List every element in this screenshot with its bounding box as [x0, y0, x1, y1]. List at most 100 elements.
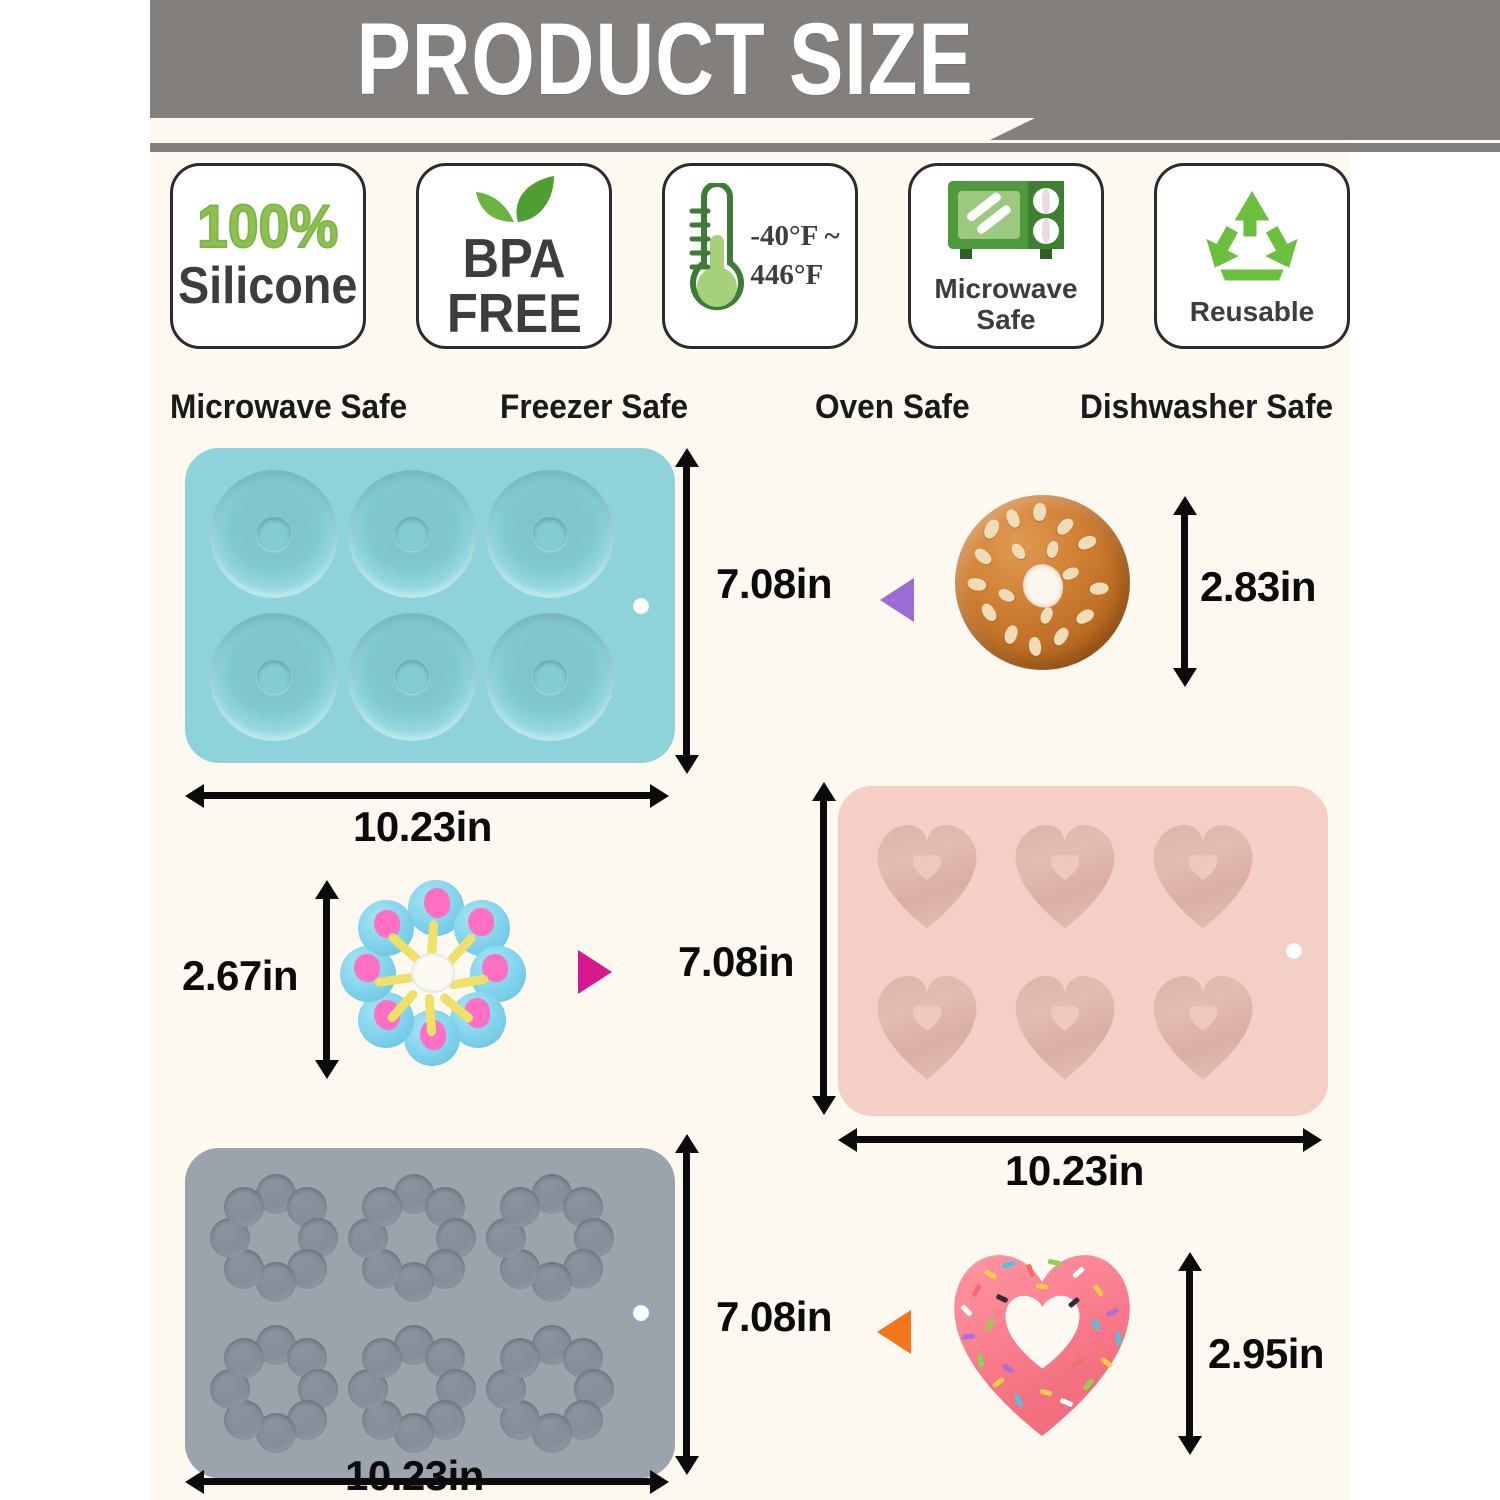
round-cavity-grid [185, 448, 675, 763]
temp-min-unit: °F ~ [789, 219, 840, 252]
leaf-icon [468, 172, 560, 229]
pink-width-label: 10.23in [1005, 1147, 1144, 1194]
heart-cavity [867, 817, 987, 935]
round-cavity [486, 613, 614, 742]
dim-line-vertical [683, 460, 690, 755]
badge-microwave-safe: Microwave Safe [908, 163, 1104, 349]
dim-arrow-left [838, 1128, 857, 1152]
dim-arrow-right [1303, 1128, 1322, 1152]
dim-arrow-down [675, 1456, 699, 1475]
dim-arrow-down [812, 1096, 836, 1115]
sesame-donut-image [955, 495, 1130, 670]
silicone-percent-label: 100% [196, 193, 339, 261]
heart-cavity [1005, 968, 1125, 1086]
flower-donut-image [340, 880, 526, 1066]
heart-cavity [1143, 968, 1263, 1086]
dim-arrow-right [650, 1470, 669, 1494]
dim-arrow-up [812, 782, 836, 801]
dim-arrow-up [675, 448, 699, 467]
label-microwave-safe: Microwave Safe [170, 388, 408, 426]
teal-height-label: 7.08in [716, 560, 833, 607]
dim-line-vertical [1186, 1264, 1193, 1436]
flower-cavity [348, 1324, 476, 1453]
dim-line-vertical [820, 794, 827, 1096]
heart-donut-mold [838, 786, 1328, 1116]
round-cavity [348, 469, 476, 598]
thermometer-icon [680, 180, 746, 330]
heart-sprinkle-donut-image [940, 1248, 1145, 1438]
dim-line-vertical [683, 1146, 690, 1456]
flower-cavity-grid [185, 1148, 675, 1478]
microwave-safe-label: Microwave Safe [934, 273, 1078, 335]
dim-arrow-left [185, 1470, 204, 1494]
dim-arrow-up [675, 1134, 699, 1153]
pointer-purple-icon [880, 578, 914, 622]
dim-arrow-down [675, 755, 699, 774]
free-label: FREE [446, 281, 582, 344]
gray-height-label: 7.08in [716, 1293, 833, 1340]
round-cavity [348, 613, 476, 742]
flower-donut-mold [185, 1148, 675, 1478]
round-donut-mold [185, 448, 675, 763]
heart-cavity-grid [838, 786, 1328, 1116]
round-cavity [210, 469, 338, 598]
label-freezer-safe: Freezer Safe [500, 388, 689, 426]
heart-cavity [1005, 817, 1125, 935]
pointer-orange-icon [877, 1310, 911, 1354]
hanging-hole [633, 1305, 649, 1321]
label-oven-safe: Oven Safe [815, 388, 970, 426]
dim-line-vertical [323, 892, 330, 1060]
flower-cavity [486, 1173, 614, 1302]
flower-cavity [348, 1173, 476, 1302]
round-cavity [486, 469, 614, 598]
heart-cavity [1143, 817, 1263, 935]
hanging-hole [1286, 943, 1302, 959]
dim-line-horizontal [198, 792, 650, 799]
dim-arrow-right [650, 784, 669, 808]
dim-arrow-up [315, 880, 339, 899]
flower-cavity [210, 1173, 338, 1302]
gray-width-label: 10.23in [345, 1452, 484, 1499]
heart-donut-height-label: 2.95in [1208, 1330, 1325, 1377]
badge-reusable: Reusable [1154, 163, 1350, 349]
header-stripe [150, 143, 1500, 152]
page-title: PRODUCT SIZE [356, 1, 974, 116]
badge-row: 100% Silicone BPA FREE [170, 163, 1350, 353]
label-dishwasher-safe: Dishwasher Safe [1080, 388, 1334, 426]
recycle-icon [1196, 184, 1308, 293]
flower-donut-height-label: 2.67in [182, 952, 299, 999]
reusable-label: Reusable [1189, 296, 1315, 328]
temp-max-unit: °F [793, 259, 824, 291]
dim-arrow-down [1178, 1436, 1202, 1455]
header-notch [990, 118, 1500, 140]
header-banner: PRODUCT SIZE [150, 0, 1500, 118]
heart-cavity [867, 968, 987, 1086]
hanging-hole [633, 597, 649, 614]
dim-arrow-up [1173, 496, 1197, 515]
flower-cavity [210, 1324, 338, 1453]
temp-min: -40 [750, 219, 790, 252]
temperature-range: -40°F ~ 446°F [750, 217, 839, 295]
microwave-icon [944, 177, 1068, 270]
round-cavity [210, 613, 338, 742]
badge-silicone: 100% Silicone [170, 163, 366, 349]
sesame-donut-height-label: 2.83in [1200, 563, 1317, 610]
safe-labels-row: Microwave Safe Freezer Safe Oven Safe Di… [150, 388, 1360, 434]
dim-arrow-down [315, 1060, 339, 1079]
dim-arrow-left [185, 784, 204, 808]
dim-arrow-down [1173, 668, 1197, 687]
badge-temperature: -40°F ~ 446°F [662, 163, 858, 349]
teal-width-label: 10.23in [353, 803, 492, 850]
temp-max: 446 [750, 259, 794, 291]
dim-line-horizontal [198, 1478, 650, 1485]
pink-height-label: 7.08in [678, 938, 795, 985]
dim-line-horizontal [851, 1136, 1303, 1143]
dim-line-vertical [1181, 508, 1188, 668]
silicone-label: Silicone [178, 257, 358, 316]
pointer-magenta-icon [578, 950, 612, 994]
dim-arrow-up [1178, 1252, 1202, 1271]
badge-bpa-free: BPA FREE [416, 163, 612, 349]
flower-cavity [486, 1324, 614, 1453]
bpa-label: BPA [462, 226, 566, 289]
